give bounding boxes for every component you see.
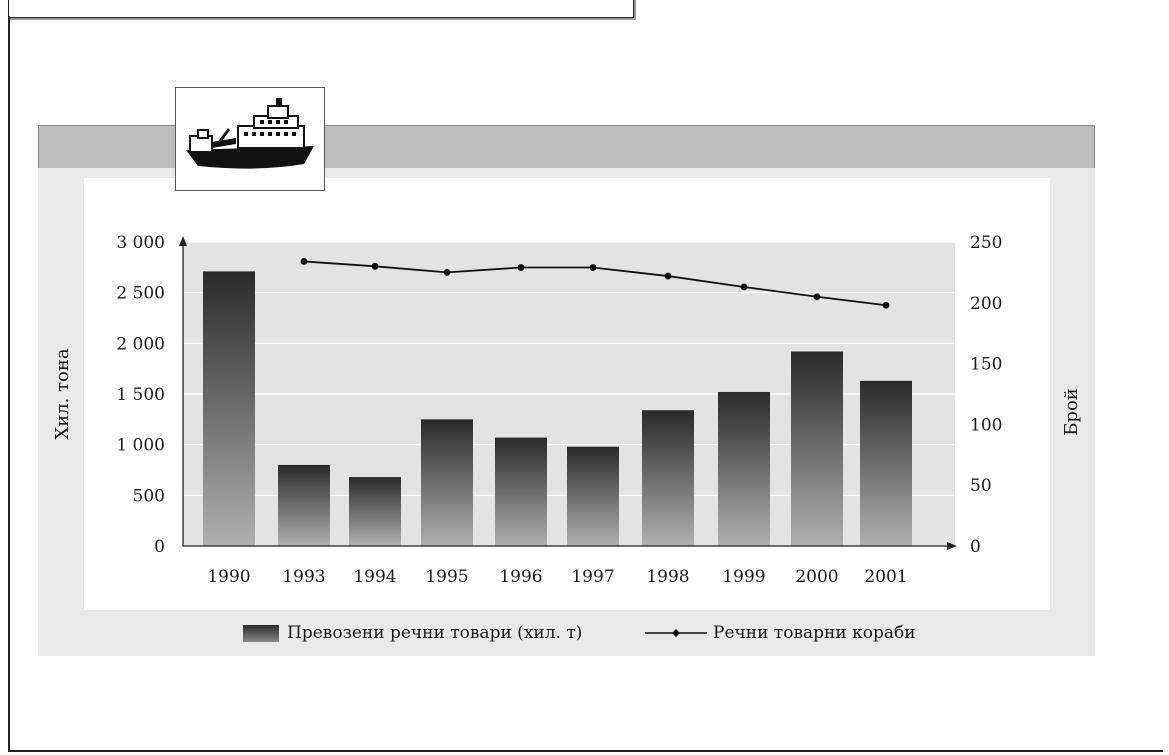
- y-tick-label: 2 000: [116, 334, 165, 354]
- y2-tick-label: 150: [970, 355, 1002, 375]
- line-point: [371, 262, 379, 270]
- y2-tick-label: 50: [970, 476, 992, 496]
- x-tick-label: 2001: [864, 567, 907, 587]
- legend-bars-label: Превозени речни товари (хил. т): [287, 623, 583, 643]
- top-frame-box: [8, 0, 634, 18]
- ship-illustration: [175, 87, 325, 191]
- line-point: [443, 269, 451, 276]
- y2-axis-title: Брой: [1061, 388, 1082, 436]
- line-point: [813, 293, 821, 301]
- legend-item-line: Речни товарни кораби: [645, 623, 916, 643]
- x-tick-label: 2000: [795, 567, 838, 587]
- y-tick-label: 1 000: [116, 436, 165, 456]
- bar: [642, 410, 694, 546]
- line-point: [740, 283, 748, 291]
- bar: [495, 437, 547, 546]
- line-point: [882, 301, 890, 309]
- line-point: [517, 264, 525, 271]
- y-tick-label: 1 500: [116, 385, 165, 405]
- bar: [421, 419, 473, 546]
- x-tick-label: 1993: [282, 567, 325, 587]
- bar: [203, 271, 255, 546]
- y2-tick-label: 100: [970, 415, 1002, 435]
- x-axis-arrow: [947, 542, 957, 550]
- line-point: [664, 272, 672, 280]
- x-tick-label: 1996: [499, 567, 542, 587]
- y-tick-label: 0: [154, 537, 165, 557]
- legend-line-swatch: [645, 629, 707, 637]
- page-bottom-rule: [8, 750, 1163, 752]
- bar: [791, 351, 843, 546]
- x-tick-label: 1997: [571, 567, 614, 587]
- bar: [718, 391, 770, 546]
- x-tick-label: 1990: [207, 567, 250, 587]
- legend-item-bars: Превозени речни товари (хил. т): [243, 623, 582, 643]
- ship-icon: [186, 98, 314, 169]
- x-tick-label: 1995: [425, 567, 468, 587]
- x-tick-label: 1994: [353, 567, 396, 587]
- legend-line-label: Речни товарни кораби: [713, 623, 916, 643]
- bar: [860, 380, 912, 546]
- bar: [278, 464, 330, 546]
- line-point: [300, 258, 308, 265]
- y-axis-title: Хил. тона: [52, 348, 73, 439]
- bar: [349, 477, 401, 546]
- y2-tick-label: 250: [970, 233, 1002, 253]
- legend: Превозени речни товари (хил. т) Речни то…: [0, 623, 1169, 647]
- y-axis-arrow: [179, 236, 187, 246]
- legend-bar-swatch: [243, 624, 279, 642]
- y2-tick-label: 0: [970, 537, 981, 557]
- y-tick-label: 3 000: [116, 233, 165, 253]
- bar: [567, 446, 619, 546]
- y-tick-label: 2 500: [116, 284, 165, 304]
- x-tick-label: 1999: [722, 567, 765, 587]
- y2-tick-label: 200: [970, 294, 1002, 314]
- line-point: [589, 264, 597, 271]
- x-tick-label: 1998: [646, 567, 689, 587]
- page-left-rule: [8, 16, 10, 750]
- y-tick-label: 500: [133, 486, 165, 506]
